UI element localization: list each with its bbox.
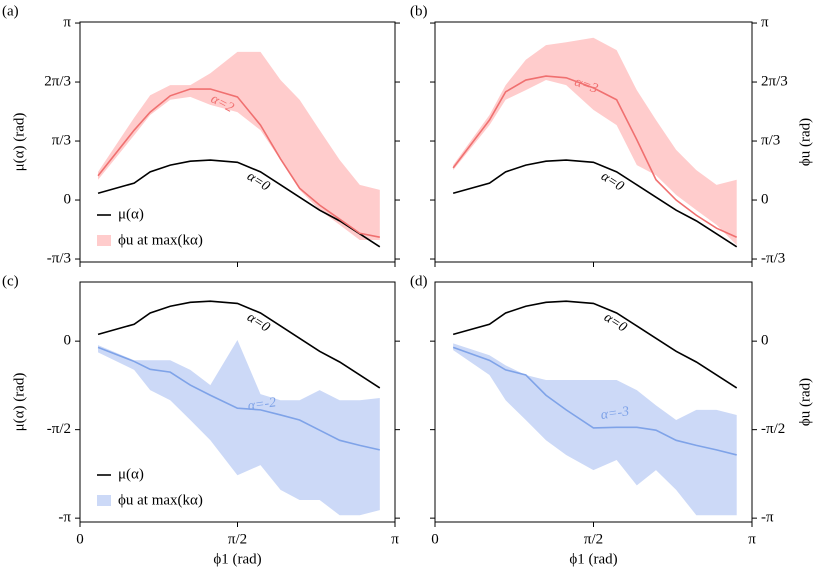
legend-swatch: [97, 495, 111, 506]
legend-swatch: [97, 235, 111, 246]
panel-label: (a): [2, 3, 19, 19]
legend-label: ϕu at max(kα): [118, 232, 203, 248]
y-axis-label: ϕu (rad): [797, 378, 813, 426]
y-tick-label: π/3: [761, 132, 780, 148]
y-tick-label: 0: [64, 191, 72, 207]
line: [452, 159, 738, 248]
line: [452, 75, 738, 238]
x-axis-label: ϕ1 (rad): [213, 551, 261, 567]
y-axis-label: μ(α) (rad): [11, 113, 27, 172]
band: [453, 37, 737, 246]
y-tick-label: -π/2: [761, 421, 785, 437]
y-tick-label: 2π/3: [761, 73, 788, 89]
y-tick-label: 0: [761, 191, 769, 207]
y-tick-label: π: [63, 14, 71, 30]
band: [98, 51, 380, 241]
legend-label: ϕu at max(kα): [118, 492, 203, 508]
line: [97, 159, 381, 248]
x-tick-label: π/2: [584, 531, 603, 547]
line: [97, 346, 380, 451]
y-tick-label: -π/2: [47, 421, 71, 437]
curve-annotation: α=0: [244, 169, 272, 194]
legend-label: μ(α): [118, 466, 144, 482]
y-tick-label: 0: [761, 333, 769, 349]
y-tick-label: -π: [761, 510, 774, 526]
x-tick-label: π: [748, 531, 756, 547]
line: [452, 346, 737, 456]
x-tick-label: 0: [76, 531, 84, 547]
x-tick-label: π/2: [228, 531, 247, 547]
line: [452, 300, 738, 389]
y-tick-label: π/3: [52, 132, 71, 148]
curve-annotation: α=0: [601, 310, 629, 335]
x-axis-label: ϕ1 (rad): [569, 551, 617, 567]
line: [97, 300, 381, 389]
panel-label: (c): [2, 273, 19, 289]
y-tick-label: 0: [64, 333, 72, 349]
curve-annotation: α=0: [244, 310, 272, 335]
band: [98, 340, 380, 516]
y-axis-label: ϕu (rad): [797, 118, 813, 166]
y-axis-label: μ(α) (rad): [11, 373, 27, 432]
y-tick-label: -π/3: [761, 250, 785, 266]
curve-annotation: α=-2: [247, 395, 277, 414]
y-tick-label: -π: [58, 510, 71, 526]
line: [97, 88, 380, 238]
panel-label: (d): [410, 273, 428, 289]
y-tick-label: π: [761, 14, 769, 30]
band: [453, 343, 737, 516]
curve-annotation: α=-3: [600, 404, 630, 423]
curve-annotation: α=0: [598, 169, 626, 194]
x-tick-label: π: [391, 531, 399, 547]
x-tick-label: 0: [431, 531, 439, 547]
y-tick-label: -π/3: [47, 250, 71, 266]
legend-label: μ(α): [118, 206, 144, 222]
panel-label: (b): [410, 3, 428, 19]
y-tick-label: 2π/3: [44, 73, 71, 89]
